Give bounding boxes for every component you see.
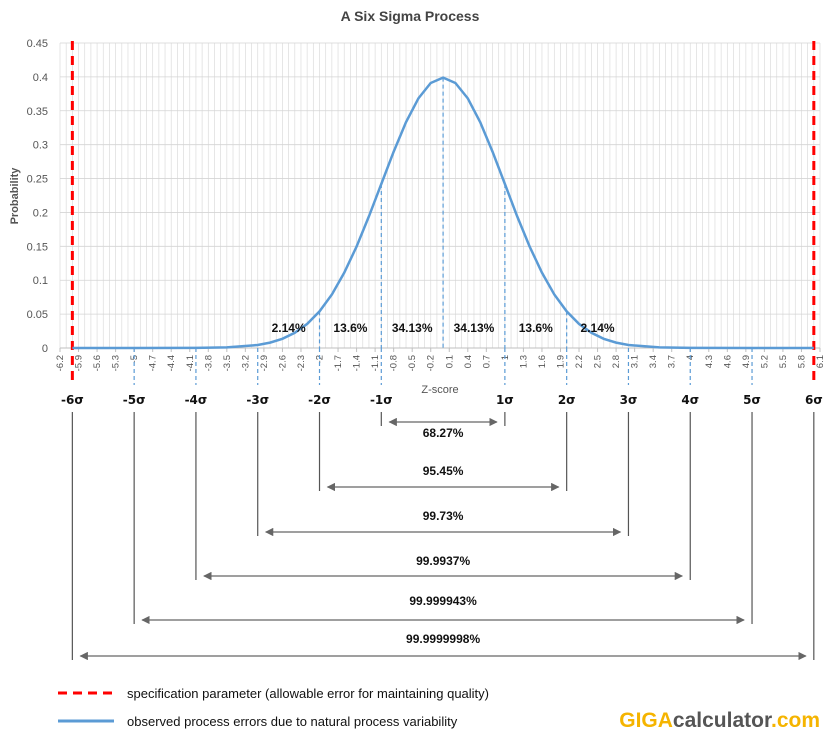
x-axis-ticks: -6.2 -5.9 -5.6 -5.3 -5 -4.7 -4.4 -4.1 -3.8 -3.5 -3… bbox=[55, 348, 826, 371]
y-axis-label: Probability bbox=[9, 167, 21, 225]
sigma-label: -3σ bbox=[246, 393, 269, 407]
x-tick-label: 3.7 bbox=[667, 355, 678, 368]
x-tick-label: -3.2 bbox=[240, 355, 251, 371]
logo-giga: GIGA bbox=[619, 709, 673, 732]
legend-observed-label: observed process errors due to natural p… bbox=[127, 714, 458, 729]
y-tick-label: 0.4 bbox=[33, 72, 48, 84]
x-tick-label: -6.2 bbox=[55, 355, 66, 371]
x-tick-label: 4.3 bbox=[704, 355, 715, 368]
sigma-label: -1σ bbox=[370, 393, 393, 407]
x-tick-label: 2.5 bbox=[593, 355, 604, 368]
legend: specification parameter (allowable error… bbox=[58, 686, 489, 729]
x-tick-label: -1.4 bbox=[352, 355, 363, 371]
sigma-label: 5σ bbox=[743, 393, 761, 407]
sigma-label: 2σ bbox=[558, 393, 576, 407]
x-axis-label: Z-score bbox=[421, 384, 458, 396]
y-tick-label: 0.45 bbox=[27, 38, 48, 50]
region-label: 2.14% bbox=[272, 321, 306, 335]
range-label: 99.999943% bbox=[409, 594, 477, 608]
x-tick-label: 3.4 bbox=[648, 355, 659, 368]
y-tick-label: 0.15 bbox=[27, 241, 48, 253]
legend-spec-label: specification parameter (allowable error… bbox=[127, 686, 489, 701]
region-label: 2.14% bbox=[581, 321, 615, 335]
x-tick-label: 4.9 bbox=[741, 355, 752, 368]
y-axis-ticks: 0 0.05 0.1 0.15 0.2 0.25 0.3 0.35 0.4 0.45 bbox=[27, 38, 48, 355]
x-tick-label: 5.8 bbox=[796, 355, 807, 368]
range-label: 68.27% bbox=[423, 426, 464, 440]
sigma-label: 4σ bbox=[681, 393, 699, 407]
logo-calculator: calculator bbox=[673, 709, 772, 732]
region-label: 13.6% bbox=[333, 321, 367, 335]
x-tick-label: 6.1 bbox=[815, 355, 826, 368]
x-tick-label: -2 bbox=[315, 355, 326, 363]
x-tick-label: -3.8 bbox=[203, 355, 214, 371]
x-tick-label: 0.4 bbox=[463, 355, 474, 368]
sigma-labels: -6σ -5σ -4σ -3σ -2σ -1σ 1σ 2σ 3σ 4σ 5σ 6σ bbox=[61, 393, 823, 407]
grid-lines bbox=[59, 42, 821, 349]
normal-distribution-curve bbox=[72, 76, 814, 350]
region-label: 13.6% bbox=[519, 321, 553, 335]
x-tick-label: 2.2 bbox=[574, 355, 585, 368]
x-tick-label: -4.4 bbox=[166, 355, 177, 371]
x-tick-label: 1.6 bbox=[537, 355, 548, 368]
region-label: 34.13% bbox=[454, 321, 495, 335]
sigma-guide-lines bbox=[133, 77, 753, 385]
x-tick-label: 4.6 bbox=[722, 355, 733, 368]
x-tick-label: -5 bbox=[129, 355, 140, 363]
region-label: 34.13% bbox=[392, 321, 433, 335]
x-tick-label: 0.1 bbox=[444, 355, 455, 368]
x-tick-label: 3.1 bbox=[630, 355, 641, 368]
logo-dotcom: .com bbox=[771, 709, 820, 732]
x-tick-label: -0.5 bbox=[407, 355, 418, 371]
x-tick-label: -0.8 bbox=[389, 355, 400, 371]
x-tick-label: -1.1 bbox=[370, 355, 381, 371]
range-label: 99.9999998% bbox=[406, 632, 480, 646]
y-tick-label: 0 bbox=[42, 343, 48, 355]
sigma-label: -6σ bbox=[61, 393, 84, 407]
x-tick-label: -3.5 bbox=[222, 355, 233, 371]
gigacalculator-logo: GIGAcalculator.com bbox=[619, 709, 820, 732]
y-tick-label: 0.3 bbox=[33, 140, 48, 152]
range-label: 95.45% bbox=[423, 464, 464, 478]
x-tick-label: -0.2 bbox=[426, 355, 437, 371]
x-tick-label: -5.6 bbox=[92, 355, 103, 371]
x-tick-label: 1.3 bbox=[518, 355, 529, 368]
sigma-label: -2σ bbox=[308, 393, 331, 407]
y-tick-label: 0.2 bbox=[33, 207, 48, 219]
range-label: 99.9937% bbox=[416, 554, 470, 568]
region-percentage-labels: 2.14% 13.6% 34.13% 34.13% 13.6% 2.14% bbox=[272, 321, 615, 335]
x-tick-label: 1.9 bbox=[555, 355, 566, 368]
y-tick-label: 0.1 bbox=[33, 275, 48, 287]
x-tick-label: -5.9 bbox=[74, 355, 85, 371]
chart-title: A Six Sigma Process bbox=[341, 8, 480, 24]
sigma-label: 6σ bbox=[805, 393, 823, 407]
x-tick-label: -2.6 bbox=[277, 355, 288, 371]
x-tick-label: 2.8 bbox=[611, 355, 622, 368]
x-tick-label: 0.7 bbox=[481, 355, 492, 368]
sigma-label: 1σ bbox=[496, 393, 514, 407]
x-tick-label: -2.9 bbox=[259, 355, 270, 371]
sigma-label: -4σ bbox=[185, 393, 208, 407]
x-tick-label: -1.7 bbox=[333, 355, 344, 371]
sigma-label: -5σ bbox=[123, 393, 146, 407]
specification-limit-lines bbox=[70, 41, 816, 385]
x-tick-label: -4.7 bbox=[148, 355, 159, 371]
y-tick-label: 0.25 bbox=[27, 174, 48, 186]
sigma-label: 3σ bbox=[620, 393, 638, 407]
x-tick-label: -4.1 bbox=[185, 355, 196, 371]
x-tick-label: 5.2 bbox=[759, 355, 770, 368]
y-tick-label: 0.35 bbox=[27, 106, 48, 118]
y-tick-label: 0.05 bbox=[27, 309, 48, 321]
range-label: 99.73% bbox=[423, 509, 464, 523]
x-tick-label: 5.5 bbox=[778, 355, 789, 368]
x-tick-label: -2.3 bbox=[296, 355, 307, 371]
x-tick-label: -5.3 bbox=[111, 355, 122, 371]
sigma-range-arrows: 68.27% 95.45% 99.73% 99.9937% 99.999943% 99.9… bbox=[71, 412, 815, 661]
